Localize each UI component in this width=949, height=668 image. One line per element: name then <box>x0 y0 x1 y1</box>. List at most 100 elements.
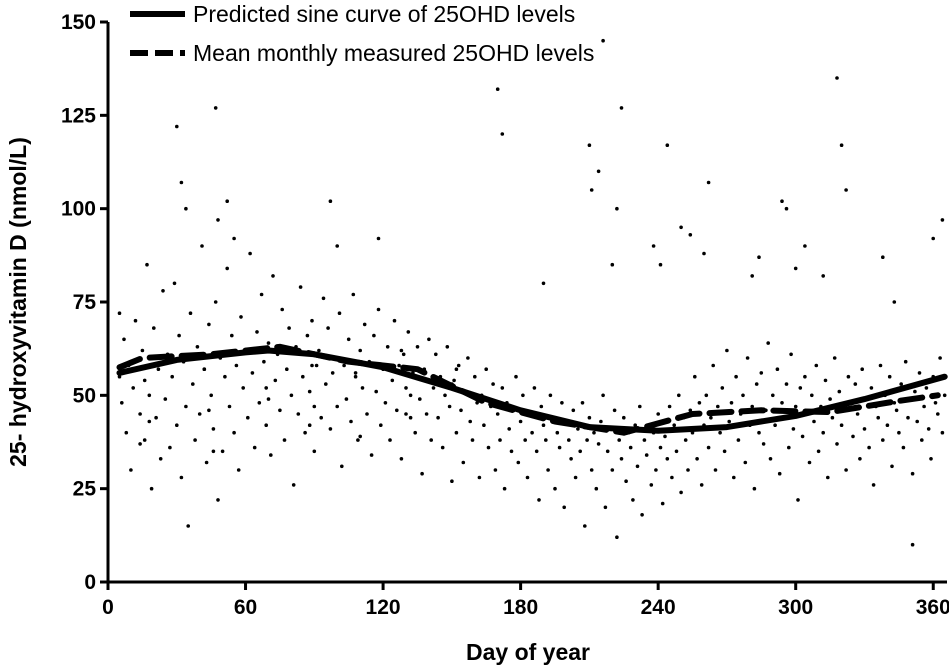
scatter-point <box>372 333 376 338</box>
scatter-point <box>388 438 392 442</box>
scatter-point <box>679 225 683 230</box>
scatter-point <box>915 419 919 424</box>
scatter-point <box>789 352 793 357</box>
scatter-point <box>440 445 445 450</box>
y-tick-label: 100 <box>61 198 96 221</box>
scatter-point <box>901 445 906 450</box>
scatter-point <box>202 367 207 372</box>
scatter-point <box>175 423 179 428</box>
scatter-point <box>142 438 147 442</box>
scatter-point <box>768 457 773 461</box>
scatter-point <box>427 337 431 342</box>
scatter-point <box>839 423 844 428</box>
scatter-point <box>211 427 216 431</box>
scatter-point <box>340 464 344 469</box>
scatter-point <box>236 468 241 472</box>
scatter-point <box>732 475 736 480</box>
scatter-point <box>172 281 177 286</box>
scatter-point <box>498 438 502 442</box>
scatter-point <box>401 352 406 357</box>
scatter-point <box>314 363 319 368</box>
scatter-point <box>674 449 679 454</box>
scatter-point <box>395 408 399 413</box>
scatter-point <box>601 38 605 43</box>
y-tick-label: 150 <box>61 11 96 34</box>
scatter-point <box>619 106 624 110</box>
scatter-point <box>117 311 122 316</box>
scatter-point <box>679 490 683 495</box>
scatter-point <box>120 401 124 405</box>
scatter-point <box>890 464 894 469</box>
scatter-point <box>525 475 530 480</box>
scatter-point <box>699 483 704 487</box>
scatter-point <box>922 404 926 409</box>
scatter-point <box>271 274 275 278</box>
scatter-point <box>266 397 271 401</box>
scatter-point <box>514 374 518 379</box>
scatter-point <box>704 393 709 398</box>
predicted-sine-line <box>116 347 948 434</box>
scatter-point <box>871 483 876 487</box>
scatter-point <box>158 457 163 461</box>
scatter-point <box>232 430 236 435</box>
scatter-point <box>793 266 798 271</box>
scatter-point <box>899 382 903 386</box>
scatter-point <box>431 386 436 390</box>
scatter-point <box>771 393 775 398</box>
scatter-point <box>677 393 681 398</box>
scatter-point <box>227 404 232 409</box>
scatter-point <box>138 442 142 446</box>
scatter-point <box>399 457 404 461</box>
scatter-point <box>257 401 262 405</box>
scatter-point <box>285 367 289 372</box>
scatter-point <box>131 386 135 390</box>
scatter-point <box>683 438 688 442</box>
scatter-point <box>651 244 656 248</box>
scatter-point <box>216 218 220 222</box>
scatter-point <box>376 236 381 241</box>
scatter-point <box>837 389 842 394</box>
scatter-point <box>903 359 908 364</box>
scatter-point <box>867 445 871 450</box>
scatter-point <box>408 415 413 420</box>
scatter-point <box>910 471 915 476</box>
scatter-point <box>301 374 305 379</box>
scatter-point <box>736 438 741 442</box>
scatter-point <box>266 341 271 345</box>
scatter-point <box>734 374 738 379</box>
scatter-point <box>656 412 660 416</box>
scatter-point <box>250 371 255 375</box>
scatter-point <box>835 442 839 446</box>
scatter-point <box>404 412 408 416</box>
scatter-point <box>940 430 945 435</box>
scatter-point <box>507 427 512 431</box>
scatter-point <box>722 449 727 454</box>
scatter-point <box>259 292 264 297</box>
scatter-point <box>184 206 188 211</box>
scatter-point <box>862 427 867 431</box>
scatter-point <box>152 326 156 330</box>
scatter-point <box>324 382 328 386</box>
scatter-point <box>521 393 525 398</box>
scatter-point <box>881 438 885 442</box>
scatter-point <box>213 106 218 110</box>
scatter-point <box>246 415 250 420</box>
scatter-point <box>482 423 486 428</box>
scatter-point <box>129 468 133 472</box>
scatter-point <box>713 468 718 472</box>
scatter-point <box>938 356 942 360</box>
scatter-point <box>931 236 935 241</box>
scatter-point <box>548 393 553 398</box>
scatter-point <box>358 434 363 439</box>
scatter-point <box>445 345 450 349</box>
scatter-point <box>252 445 257 450</box>
scatter-point <box>495 87 500 91</box>
scatter-point <box>638 404 642 409</box>
scatter-point <box>291 483 296 487</box>
scatter-point <box>858 457 862 461</box>
scatter-point <box>500 386 505 390</box>
scatter-point <box>780 401 784 405</box>
scatter-point <box>397 363 401 368</box>
scatter-point <box>335 244 340 248</box>
scatter-point <box>537 498 541 502</box>
